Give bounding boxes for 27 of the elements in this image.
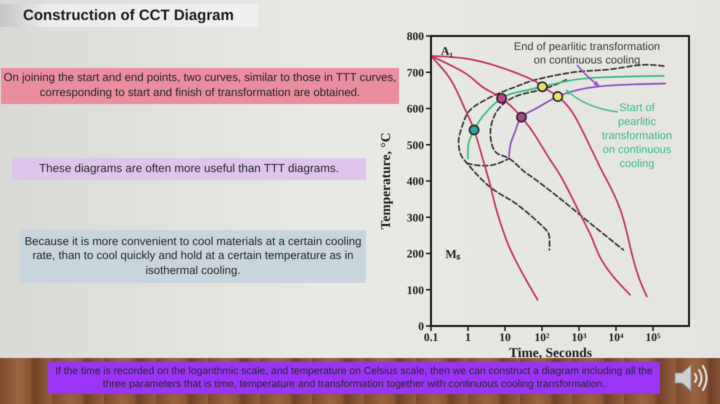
legend-label: Start of pearlitic transformation on continuous cooling (602, 102, 672, 170)
text: Because it is more convenient to cool materials at a certain cooling rate, than to cool quickly and hold at a certain temperature as in isothermal cooling. (24, 234, 362, 278)
y-tick-label: 400 (406, 176, 424, 188)
y-axis-title: Temperature, °C (378, 132, 392, 230)
x-tick-label: 10² (534, 332, 550, 344)
y-tick-label: 600 (406, 104, 424, 116)
series-label: End of pearlitic transformation on continuous cooling (514, 41, 660, 66)
annotation: Mₛ (445, 247, 461, 261)
x-tick-label: 10⁵ (646, 332, 662, 344)
text: If the time is recorded on the logarithmic scale, and temperature on Celsius scale, then we can construct a diagram including all the three parameters that is time, temperature and transformation together with continuous cooling transformation. (54, 364, 654, 392)
x-tick-label: 10⁴ (608, 332, 624, 344)
text: Construction of CCT Diagram (23, 6, 234, 24)
y-tick-label: 200 (406, 248, 424, 261)
x-tick-label: 1 (465, 332, 472, 344)
x-tick-label: 10 (499, 332, 511, 344)
text: On joining the start and end points, two curves, similar to those in TTT curves, corresponding to start and finish of transformation are obtained. (1, 71, 399, 101)
y-tick-label: 800 (406, 31, 424, 44)
annotation: A₁ (440, 44, 454, 58)
x-tick-label: 10³ (572, 332, 588, 344)
y-tick-label: 100 (406, 284, 424, 297)
text: These diagrams are often more useful than TTT diagrams. (39, 162, 339, 176)
y-tick-label: 700 (406, 67, 424, 80)
y-tick-label: 300 (406, 212, 424, 224)
x-tick-label: 0.1 (424, 332, 438, 344)
y-tick-label: 500 (406, 140, 424, 152)
y-tick-label: 0 (418, 321, 424, 334)
x-axis-title: Time, Seconds (508, 345, 592, 360)
